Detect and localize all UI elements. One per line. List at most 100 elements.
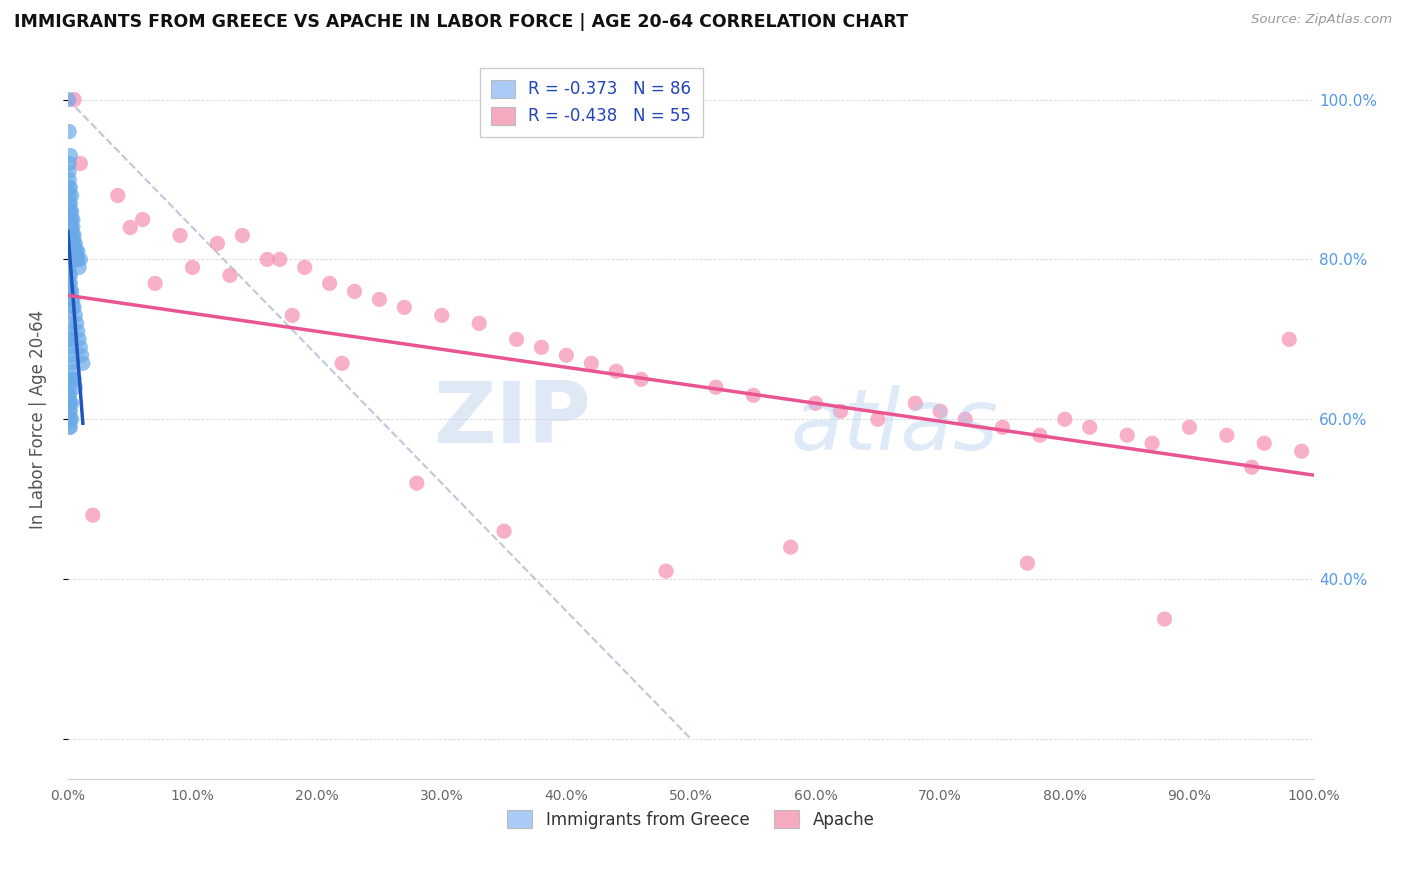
Point <box>65 244 87 259</box>
Point <box>59 285 82 299</box>
Point <box>866 412 889 426</box>
Point <box>1140 436 1163 450</box>
Point <box>343 285 366 299</box>
Point <box>294 260 316 275</box>
Point <box>929 404 952 418</box>
Point <box>65 252 87 267</box>
Point <box>59 412 82 426</box>
Point <box>59 396 82 410</box>
Point <box>59 332 82 346</box>
Point <box>63 372 86 386</box>
Point <box>468 316 491 330</box>
Point <box>131 212 153 227</box>
Point <box>1253 436 1275 450</box>
Point <box>58 396 80 410</box>
Point <box>62 364 84 378</box>
Point <box>60 236 83 251</box>
Point <box>62 372 84 386</box>
Point <box>59 204 82 219</box>
Point <box>58 324 80 338</box>
Point <box>59 228 82 243</box>
Point <box>742 388 765 402</box>
Text: ZIP: ZIP <box>433 377 592 461</box>
Point <box>830 404 852 418</box>
Point <box>1078 420 1101 434</box>
Point <box>394 301 416 315</box>
Point <box>269 252 291 267</box>
Point <box>62 228 84 243</box>
Point <box>405 476 427 491</box>
Point <box>59 268 82 283</box>
Point <box>65 236 87 251</box>
Point <box>63 93 86 107</box>
Point <box>207 236 229 251</box>
Point <box>65 316 87 330</box>
Point <box>1116 428 1139 442</box>
Point <box>62 301 84 315</box>
Point <box>107 188 129 202</box>
Point <box>66 324 89 338</box>
Point <box>60 204 83 219</box>
Point <box>655 564 678 578</box>
Point <box>58 172 80 186</box>
Point <box>1291 444 1313 458</box>
Point <box>59 220 82 235</box>
Point <box>60 212 83 227</box>
Point <box>69 156 91 170</box>
Point <box>60 285 83 299</box>
Point <box>63 228 86 243</box>
Point <box>69 340 91 354</box>
Point <box>368 293 391 307</box>
Point <box>58 420 80 434</box>
Point <box>58 388 80 402</box>
Point <box>67 260 90 275</box>
Point <box>281 309 304 323</box>
Point <box>59 277 82 291</box>
Point <box>60 220 83 235</box>
Point <box>169 228 191 243</box>
Point <box>1017 556 1039 570</box>
Point <box>605 364 627 378</box>
Point <box>318 277 340 291</box>
Point <box>555 348 578 362</box>
Point <box>505 332 527 346</box>
Point <box>58 204 80 219</box>
Point <box>231 228 253 243</box>
Point <box>60 412 83 426</box>
Point <box>58 277 80 291</box>
Point <box>82 508 104 523</box>
Text: atlas: atlas <box>790 385 998 468</box>
Point <box>58 332 80 346</box>
Point <box>953 412 976 426</box>
Point <box>991 420 1014 434</box>
Point <box>63 236 86 251</box>
Point <box>1240 460 1263 475</box>
Point <box>60 293 83 307</box>
Point <box>58 404 80 418</box>
Point <box>430 309 453 323</box>
Point <box>72 356 94 370</box>
Point <box>58 396 80 410</box>
Point <box>256 252 278 267</box>
Point <box>1216 428 1239 442</box>
Point <box>1178 420 1201 434</box>
Point <box>904 396 927 410</box>
Point <box>58 180 80 194</box>
Point <box>58 388 80 402</box>
Point <box>59 180 82 194</box>
Point <box>804 396 827 410</box>
Point <box>630 372 652 386</box>
Point <box>1053 412 1076 426</box>
Point <box>494 524 516 538</box>
Point <box>60 396 83 410</box>
Point <box>60 228 83 243</box>
Point <box>62 212 84 227</box>
Point <box>58 93 80 107</box>
Point <box>58 156 80 170</box>
Point <box>1029 428 1052 442</box>
Point <box>219 268 242 283</box>
Text: Source: ZipAtlas.com: Source: ZipAtlas.com <box>1251 13 1392 27</box>
Point <box>59 420 82 434</box>
Point <box>181 260 204 275</box>
Point <box>59 340 82 354</box>
